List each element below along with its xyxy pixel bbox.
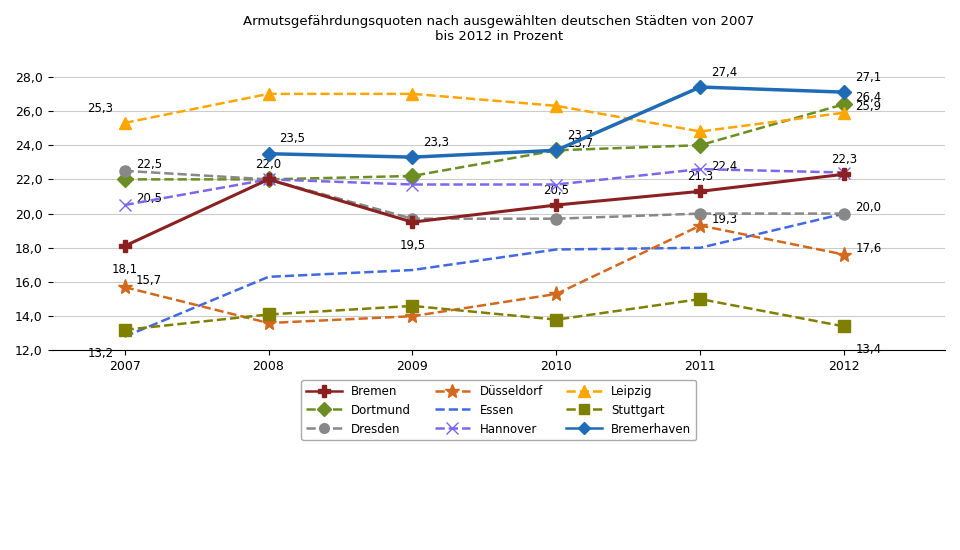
- Hannover: [407, 181, 419, 188]
- Legend: Bremen, Dortmund, Dresden, Düsseldorf, Essen, Hannover, Leipzig, Stuttgart, Brem: Bremen, Dortmund, Dresden, Düsseldorf, E…: [301, 380, 696, 440]
- Hannover: [119, 202, 131, 208]
- Text: 25,9: 25,9: [855, 100, 881, 113]
- Text: 23,7: 23,7: [567, 129, 593, 142]
- Text: 13,2: 13,2: [87, 346, 113, 360]
- Dortmund: [694, 142, 706, 148]
- Text: 22,0: 22,0: [255, 158, 281, 171]
- Düsseldorf: [263, 320, 275, 326]
- Leipzig: [407, 91, 419, 97]
- Dortmund: [838, 101, 850, 107]
- Text: 17,6: 17,6: [855, 241, 881, 255]
- Leipzig: [694, 128, 706, 135]
- Stuttgart: [263, 311, 275, 318]
- Stuttgart: [407, 302, 419, 309]
- Düsseldorf: [551, 290, 563, 297]
- Dresden: [838, 210, 850, 217]
- Bremen: [263, 176, 275, 183]
- Text: 27,1: 27,1: [855, 71, 881, 84]
- Essen: [694, 245, 706, 251]
- Stuttgart: [119, 327, 131, 333]
- Bremerhaven: [694, 84, 706, 90]
- Text: 23,5: 23,5: [279, 133, 305, 145]
- Düsseldorf: [119, 284, 131, 290]
- Bremen: [407, 219, 419, 225]
- Bremerhaven: [407, 154, 419, 161]
- Bremerhaven: [838, 89, 850, 96]
- Text: 20,5: 20,5: [135, 192, 161, 205]
- Bremen: [694, 188, 706, 195]
- Text: 22,5: 22,5: [135, 158, 162, 171]
- Bremen: [119, 243, 131, 249]
- Line: Bremerhaven: Bremerhaven: [264, 82, 849, 162]
- Bremerhaven: [263, 150, 275, 157]
- Bremen: [551, 202, 563, 208]
- Leipzig: [551, 102, 563, 109]
- Line: Essen: Essen: [125, 213, 844, 337]
- Text: 27,4: 27,4: [711, 65, 737, 79]
- Hannover: [838, 169, 850, 176]
- Düsseldorf: [838, 251, 850, 258]
- Stuttgart: [694, 296, 706, 303]
- Hannover: [551, 181, 563, 188]
- Essen: [119, 333, 131, 340]
- Dortmund: [551, 147, 563, 153]
- Text: 20,0: 20,0: [855, 201, 881, 213]
- Dresden: [694, 210, 706, 217]
- Text: 21,3: 21,3: [687, 170, 713, 183]
- Hannover: [263, 176, 275, 183]
- Text: 22,3: 22,3: [831, 153, 857, 166]
- Leipzig: [119, 120, 131, 127]
- Dortmund: [119, 176, 131, 183]
- Essen: [838, 210, 850, 217]
- Dresden: [407, 216, 419, 222]
- Leipzig: [838, 109, 850, 116]
- Text: 19,3: 19,3: [711, 212, 737, 226]
- Stuttgart: [551, 316, 563, 323]
- Line: Hannover: Hannover: [118, 163, 851, 211]
- Text: 23,3: 23,3: [423, 136, 449, 149]
- Line: Bremen: Bremen: [118, 168, 851, 252]
- Text: 26,4: 26,4: [855, 91, 881, 104]
- Bremen: [838, 171, 850, 178]
- Dortmund: [407, 173, 419, 179]
- Line: Stuttgart: Stuttgart: [119, 294, 850, 335]
- Text: 15,7: 15,7: [135, 274, 162, 287]
- Text: 18,1: 18,1: [111, 263, 137, 276]
- Dresden: [551, 216, 563, 222]
- Leipzig: [263, 91, 275, 97]
- Düsseldorf: [694, 222, 706, 229]
- Dresden: [263, 176, 275, 183]
- Line: Leipzig: Leipzig: [118, 87, 851, 138]
- Bremerhaven: [551, 147, 563, 153]
- Essen: [263, 273, 275, 280]
- Text: 25,3: 25,3: [87, 102, 113, 114]
- Düsseldorf: [407, 313, 419, 320]
- Text: 20,5: 20,5: [543, 184, 569, 197]
- Text: 22,4: 22,4: [711, 160, 737, 173]
- Text: 19,5: 19,5: [399, 239, 425, 252]
- Essen: [407, 267, 419, 273]
- Text: 13,4: 13,4: [855, 343, 881, 356]
- Text: 23,7: 23,7: [567, 138, 593, 150]
- Dortmund: [263, 176, 275, 183]
- Line: Dortmund: Dortmund: [119, 98, 850, 185]
- Stuttgart: [838, 323, 850, 330]
- Essen: [551, 246, 563, 253]
- Line: Düsseldorf: Düsseldorf: [117, 218, 852, 331]
- Line: Dresden: Dresden: [119, 165, 850, 224]
- Hannover: [694, 166, 706, 172]
- Dresden: [119, 168, 131, 174]
- Title: Armutsgefährdungsquoten nach ausgewählten deutschen Städten von 2007
bis 2012 in: Armutsgefährdungsquoten nach ausgewählte…: [243, 15, 755, 43]
